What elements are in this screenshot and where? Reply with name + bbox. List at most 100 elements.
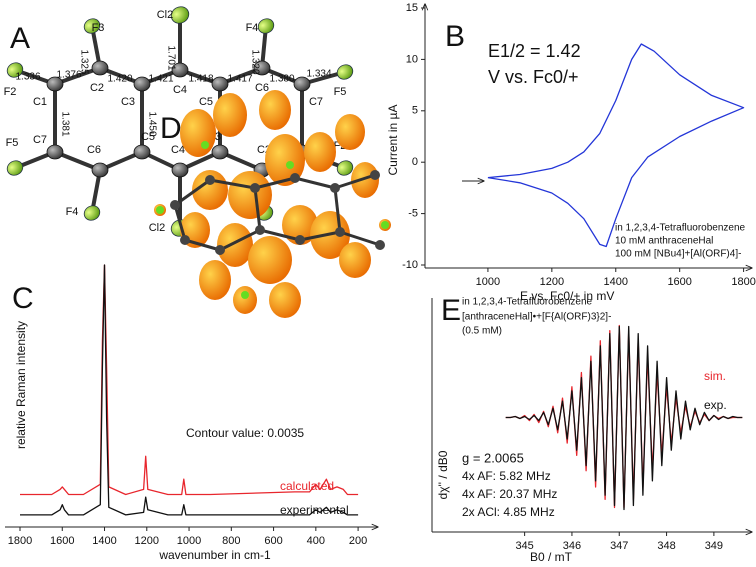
y-tick-label: 5 (412, 105, 418, 117)
atom-label: C7 (33, 134, 47, 146)
atom-label: C1 (33, 96, 47, 108)
orbital-halogen (201, 141, 209, 149)
x-tick-label: 600 (264, 535, 282, 547)
atom-label: Cl2 (157, 9, 174, 21)
x-tick-label: 345 (515, 540, 533, 552)
bond-length-label: 1.417 (227, 74, 252, 85)
orbital-lobe (339, 242, 371, 278)
orbital-lobe (192, 170, 228, 210)
annotation: (0.5 mM) (462, 326, 502, 337)
y-tick-label: -5 (408, 208, 418, 220)
bond-length-label: 1.336 (15, 72, 40, 83)
atom-label: C6 (87, 144, 101, 156)
orbital-atom (370, 170, 380, 180)
x-tick-label: 800 (222, 535, 240, 547)
y-tick-label: 10 (406, 53, 418, 65)
annotation: g = 2.0065 (462, 450, 524, 465)
orbital-skeleton (333, 187, 342, 233)
series-label: exp. (704, 398, 727, 412)
orbital-skeleton (334, 173, 376, 190)
orbital-atom (335, 227, 345, 237)
orbital-skeleton (259, 228, 301, 242)
orbital-lobe (304, 132, 336, 172)
x-tick-label: 1600 (50, 535, 74, 547)
y-tick-label: -10 (402, 259, 418, 271)
orbital-atom (290, 173, 300, 183)
carbon-atom (253, 60, 271, 76)
panel-label: C (12, 282, 34, 315)
x-tick-label: 1000 (177, 535, 201, 547)
atom-label: F2 (4, 86, 17, 98)
orbital-skeleton (294, 176, 336, 190)
orbital-halogen (286, 161, 294, 169)
orbital-skeleton (174, 178, 211, 207)
atom-label: F3 (92, 22, 105, 34)
carbon-atom (211, 144, 229, 160)
bond-length-label: 1.325 (78, 49, 89, 74)
bond-length-label: 1.418 (188, 74, 213, 85)
y-axis-label: relative Raman intensity (14, 321, 28, 449)
atom-label: C5 (199, 96, 213, 108)
series-label: experimental (280, 503, 349, 517)
panel-label: B (445, 20, 465, 53)
halogen-atom (170, 6, 190, 24)
atom-label: F4 (66, 206, 79, 218)
x-tick-label: 1400 (604, 276, 628, 288)
orbital-atom (170, 200, 180, 210)
atom-label: F5 (6, 137, 19, 149)
x-tick-label: 1000 (476, 276, 500, 288)
atom-label: C5 (141, 131, 155, 143)
orbital-atom (375, 240, 385, 250)
bond-length-label: 1.701 (165, 45, 176, 70)
carbon-atom (91, 60, 109, 76)
orbital-skeleton (299, 230, 341, 242)
data-line (505, 325, 743, 511)
annotation: 100 mM [NBu4]+[Al(ORF)4]- (615, 249, 741, 260)
orbital-atom (205, 175, 215, 185)
halogen-atom (6, 62, 24, 78)
orbital-atom (180, 235, 190, 245)
panel-label: A (10, 22, 30, 55)
carbon-atom (293, 76, 311, 92)
bond-length-label: 1.380 (269, 74, 294, 85)
series-label: calculated (280, 479, 334, 493)
annotation: 4x AF: 20.37 MHz (462, 487, 557, 501)
atom-label: F5 (334, 86, 347, 98)
x-tick-label: 200 (349, 535, 367, 547)
orbital-atom (295, 235, 305, 245)
x-axis-label: wavenumber in cm-1 (158, 548, 271, 562)
annotation: E1/2 = 1.42 (488, 41, 581, 61)
orbital-skeleton (219, 228, 261, 252)
panel-label: E (441, 294, 461, 327)
atom-label: Cl2 (149, 222, 166, 234)
x-tick-label: 1800 (731, 276, 755, 288)
orbital-skeleton (184, 238, 221, 252)
orbital-lobe (180, 109, 216, 157)
orbital-lobe (199, 260, 231, 300)
atom-label: F4 (246, 22, 259, 34)
annotation: in 1,2,3,4-Tetrafluorobenzene (462, 297, 593, 308)
orbital-halogen (156, 206, 164, 214)
x-tick-label: 346 (563, 540, 581, 552)
bond-length-label: 1.320 (249, 49, 260, 74)
carbon-atom (133, 76, 151, 92)
orbital-picture: D Contour value: 0.0035 (154, 90, 391, 440)
y-tick-label: 15 (406, 2, 418, 14)
orbital-lobe (228, 171, 272, 219)
x-tick-label: 349 (705, 540, 723, 552)
carbon-atom (46, 144, 64, 160)
orbital-atom (250, 183, 260, 193)
x-tick-label: 1600 (667, 276, 691, 288)
carbon-atom (133, 144, 151, 160)
orbital-skeleton (173, 204, 187, 241)
atom-label: C6 (255, 82, 269, 94)
carbon-atom (211, 76, 229, 92)
annotation: 10 mM anthraceneHal (615, 236, 713, 247)
x-tick-label: 400 (307, 535, 325, 547)
bond-length-label: 1.450 (146, 111, 157, 136)
molecule-structure: AF3Cl2F4F2C1C2C3C4C5C6C7F5F5C7C6C5C4C3C2… (4, 6, 354, 237)
halogen-atom (6, 160, 24, 176)
x-tick-label: 1200 (135, 535, 159, 547)
